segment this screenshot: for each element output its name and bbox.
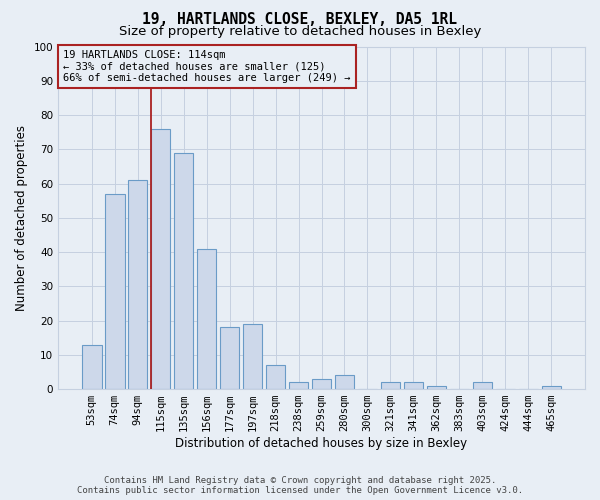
Bar	[289, 382, 308, 389]
Bar	[174, 152, 193, 389]
Bar	[220, 328, 239, 389]
Y-axis label: Number of detached properties: Number of detached properties	[15, 125, 28, 311]
Bar	[380, 382, 400, 389]
Bar	[404, 382, 423, 389]
Bar	[473, 382, 492, 389]
Text: 19 HARTLANDS CLOSE: 114sqm
← 33% of detached houses are smaller (125)
66% of sem: 19 HARTLANDS CLOSE: 114sqm ← 33% of deta…	[64, 50, 351, 83]
Text: 19, HARTLANDS CLOSE, BEXLEY, DA5 1RL: 19, HARTLANDS CLOSE, BEXLEY, DA5 1RL	[143, 12, 458, 28]
Bar	[427, 386, 446, 389]
Bar	[312, 379, 331, 389]
Bar	[266, 365, 286, 389]
Text: Size of property relative to detached houses in Bexley: Size of property relative to detached ho…	[119, 25, 481, 38]
X-axis label: Distribution of detached houses by size in Bexley: Distribution of detached houses by size …	[175, 437, 467, 450]
Bar	[335, 376, 354, 389]
Bar	[197, 248, 217, 389]
Text: Contains HM Land Registry data © Crown copyright and database right 2025.
Contai: Contains HM Land Registry data © Crown c…	[77, 476, 523, 495]
Bar	[105, 194, 125, 389]
Bar	[151, 128, 170, 389]
Bar	[542, 386, 561, 389]
Bar	[82, 344, 101, 389]
Bar	[128, 180, 148, 389]
Bar	[243, 324, 262, 389]
